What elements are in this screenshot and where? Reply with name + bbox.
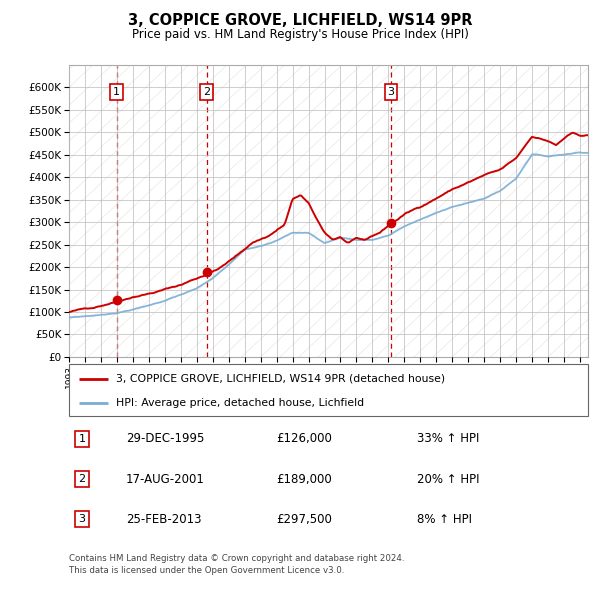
Text: 17-AUG-2001: 17-AUG-2001	[126, 473, 205, 486]
Text: 25-FEB-2013: 25-FEB-2013	[126, 513, 202, 526]
Text: 2: 2	[79, 474, 86, 484]
Text: £297,500: £297,500	[277, 513, 332, 526]
Text: 8% ↑ HPI: 8% ↑ HPI	[417, 513, 472, 526]
Text: HPI: Average price, detached house, Lichfield: HPI: Average price, detached house, Lich…	[116, 398, 364, 408]
Text: 1: 1	[113, 87, 120, 97]
FancyBboxPatch shape	[69, 364, 588, 416]
Text: Contains HM Land Registry data © Crown copyright and database right 2024.
This d: Contains HM Land Registry data © Crown c…	[69, 555, 404, 575]
Text: 20% ↑ HPI: 20% ↑ HPI	[417, 473, 479, 486]
Text: 29-DEC-1995: 29-DEC-1995	[126, 432, 205, 445]
Text: £126,000: £126,000	[277, 432, 332, 445]
Text: £189,000: £189,000	[277, 473, 332, 486]
Text: 2: 2	[203, 87, 211, 97]
Text: 1: 1	[79, 434, 85, 444]
Text: 3, COPPICE GROVE, LICHFIELD, WS14 9PR (detached house): 3, COPPICE GROVE, LICHFIELD, WS14 9PR (d…	[116, 373, 445, 384]
Text: Price paid vs. HM Land Registry's House Price Index (HPI): Price paid vs. HM Land Registry's House …	[131, 28, 469, 41]
Text: 3: 3	[387, 87, 394, 97]
Text: 3, COPPICE GROVE, LICHFIELD, WS14 9PR: 3, COPPICE GROVE, LICHFIELD, WS14 9PR	[128, 13, 472, 28]
Text: 3: 3	[79, 514, 85, 524]
Text: 33% ↑ HPI: 33% ↑ HPI	[417, 432, 479, 445]
